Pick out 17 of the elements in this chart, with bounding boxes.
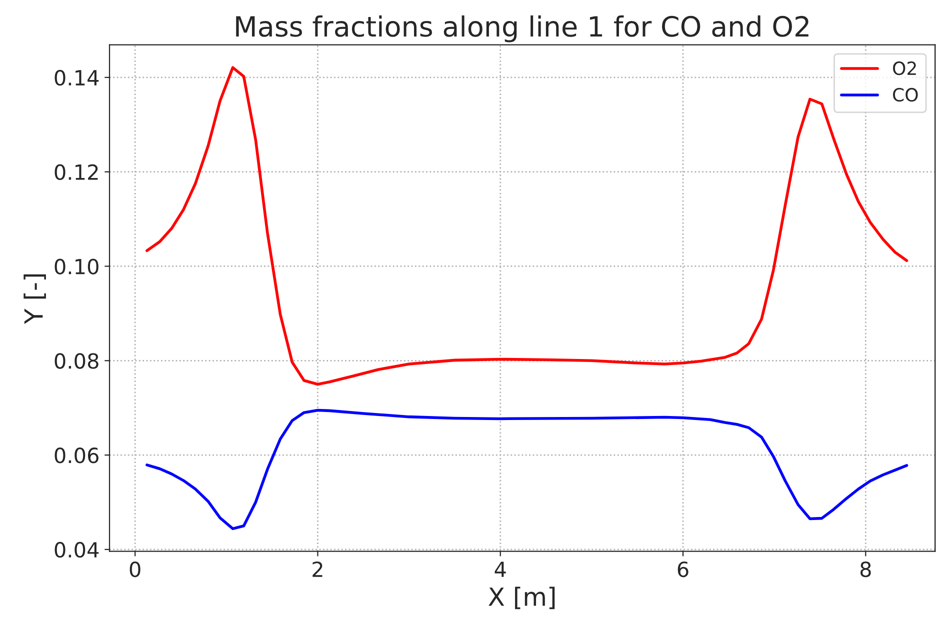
y-tick-label: 0.04	[54, 542, 99, 558]
legend-label: CO	[893, 88, 918, 102]
chart-title: Mass fractions along line 1 for CO and O2	[236, 15, 808, 42]
y-axis-title: Y [-]	[24, 274, 46, 324]
y-tick-label: 0.08	[54, 353, 98, 369]
x-tick-label: 0	[130, 561, 140, 578]
y-tick-label: 0.14	[54, 70, 99, 86]
y-tick-label: 0.06	[54, 448, 98, 464]
x-axis-title: X [m]	[488, 586, 555, 610]
x-tick-label: 6	[678, 561, 688, 578]
x-tick-label: 8	[860, 561, 871, 578]
legend-label: O2	[893, 61, 916, 76]
y-tick-label: 0.10	[54, 258, 98, 274]
x-tick-label: 4	[494, 562, 506, 577]
y-tick-label: 0.12	[54, 164, 98, 180]
x-tick-label: 2	[312, 561, 322, 577]
line-series	[146, 408, 908, 530]
